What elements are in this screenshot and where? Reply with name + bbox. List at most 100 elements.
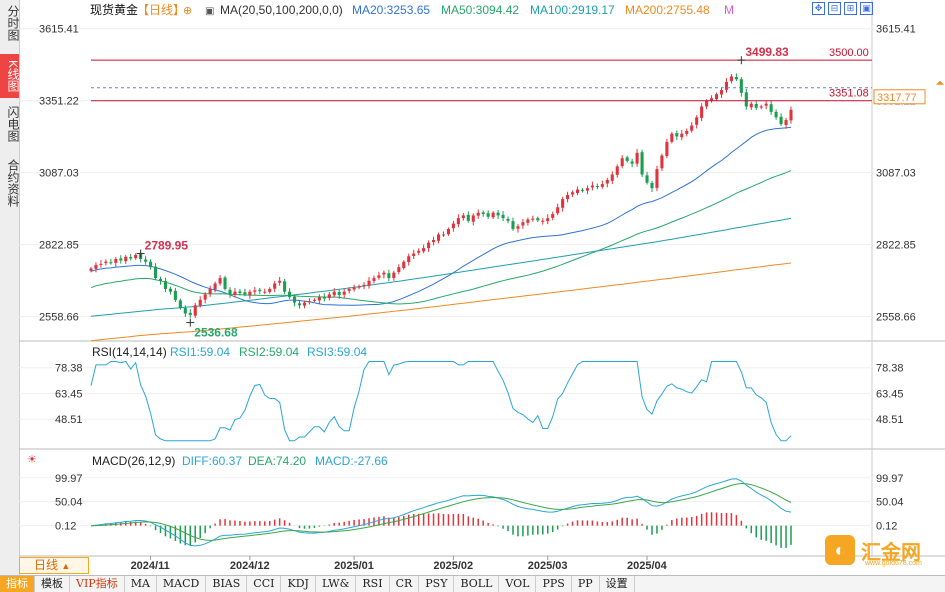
candle	[124, 254, 128, 264]
indicator-tab[interactable]: BOLL	[454, 576, 500, 592]
candle	[551, 211, 555, 221]
candle	[769, 100, 773, 115]
indicator-tab[interactable]: LW&	[316, 576, 357, 592]
candle-body	[734, 77, 738, 80]
candle-body	[337, 291, 341, 295]
candle-body	[144, 259, 148, 262]
zoom-in-icon[interactable]: ⊞	[844, 2, 857, 15]
candle-body	[178, 300, 182, 309]
ma50-line	[90, 170, 792, 305]
candle-body	[580, 189, 585, 191]
indicator-tab[interactable]: PPS	[536, 576, 572, 592]
candle	[759, 104, 763, 110]
indicator-tab[interactable]: CCI	[247, 576, 282, 592]
candle	[476, 209, 480, 219]
candle	[208, 285, 212, 297]
fullscreen-icon[interactable]: ▣	[860, 2, 873, 15]
candle	[203, 292, 207, 304]
indicator-tab[interactable]: PP	[572, 576, 600, 592]
candle	[278, 276, 282, 286]
current-price-box	[873, 89, 926, 105]
candle-body	[511, 221, 515, 230]
macd-histogram	[95, 512, 792, 548]
candle-body	[620, 158, 624, 167]
extreme-label: 3499.83	[745, 45, 789, 59]
candle-body	[789, 109, 793, 121]
indicator-tab[interactable]: 模板	[35, 576, 70, 592]
candle	[764, 101, 768, 110]
candle-body	[436, 234, 441, 241]
indicator-tab[interactable]: 指标	[0, 576, 35, 592]
candle	[288, 288, 292, 300]
candle	[327, 291, 331, 301]
toolbar-icons: ✥ ⊟ ⊞ ▣	[812, 2, 873, 15]
indicator-tab[interactable]: MA	[125, 576, 157, 592]
tab-time-share[interactable]: 分时图	[6, 5, 20, 41]
indicator-tab[interactable]: KDJ	[281, 576, 316, 592]
rsi-tick-right: 48.51	[876, 414, 904, 426]
period-selector[interactable]: 日线 ▲	[19, 557, 89, 574]
candle-body	[635, 152, 639, 164]
settings-sun-icon: ☀	[27, 454, 37, 466]
candle-body	[422, 248, 426, 252]
ma100-line	[90, 217, 792, 317]
candle	[238, 288, 242, 296]
price-tick-right: 2558.66	[876, 312, 916, 324]
candle-body	[134, 254, 138, 259]
candle-body	[501, 214, 505, 219]
candle-body	[362, 284, 366, 286]
indicator-tab[interactable]: VIP指标	[70, 576, 125, 592]
candle	[610, 171, 614, 185]
candle	[461, 212, 465, 221]
candle-body	[526, 219, 530, 223]
indicator-tab[interactable]: 设置	[600, 576, 635, 592]
indicator-tab[interactable]: MACD	[157, 576, 207, 592]
time-axis: 2024/11 2024/12 2025/01 2025/02 2025/03 2025/…	[131, 556, 668, 572]
candle	[158, 276, 163, 285]
indicator-tab[interactable]: RSI	[356, 576, 390, 592]
candle	[670, 132, 674, 144]
candle-body	[129, 257, 133, 259]
tab-lightning[interactable]: 闪电图	[6, 106, 20, 142]
candle-body	[769, 104, 773, 112]
move-icon[interactable]: ✥	[812, 2, 825, 15]
chart-area[interactable]: 现货黄金 【日线】 ⊕ ▣ MA(20,50,100,200,0,0) MA20…	[19, 0, 945, 575]
caret-up-icon: ▲	[61, 561, 71, 571]
diff-line	[90, 478, 792, 547]
candle-body	[729, 76, 733, 82]
candle	[432, 236, 436, 246]
candle	[402, 260, 406, 270]
candle-body	[660, 155, 664, 169]
candle-body	[119, 258, 123, 261]
logo-text: 汇金网	[861, 541, 921, 564]
candle-body	[297, 303, 302, 306]
indicator-tab[interactable]: VOL	[499, 576, 537, 592]
candle-body	[173, 290, 177, 300]
macd-axis: 99.97 99.97 50.04 50.04 0.12 0.12	[19, 473, 904, 533]
candle-body	[114, 259, 118, 263]
tab-contract-info[interactable]: 合约资料	[6, 159, 20, 207]
rsi3-value: RSI3:59.04	[307, 345, 367, 359]
indicator-tab[interactable]: PSY	[419, 576, 455, 592]
indicator-tab[interactable]: BIAS	[206, 576, 248, 592]
candle-body	[347, 288, 351, 291]
candle-body	[154, 266, 158, 279]
candle	[595, 183, 599, 190]
candle-body	[695, 117, 699, 125]
candle-body	[481, 212, 485, 215]
candle-body	[665, 141, 669, 157]
time-label: 2025/01	[334, 560, 374, 572]
candle	[575, 186, 580, 196]
candle	[556, 203, 560, 216]
candle	[253, 287, 257, 295]
candle-body	[312, 299, 316, 301]
candle-body	[476, 212, 480, 216]
zoom-out-icon[interactable]: ⊟	[828, 2, 841, 15]
candle-body	[655, 169, 659, 188]
macd-tick-left: 50.04	[55, 497, 83, 509]
candle	[134, 253, 138, 260]
candle	[506, 216, 510, 224]
indicator-tab[interactable]: CR	[390, 576, 420, 592]
tab-kline[interactable]: K线图	[0, 54, 20, 98]
candle	[119, 255, 123, 264]
